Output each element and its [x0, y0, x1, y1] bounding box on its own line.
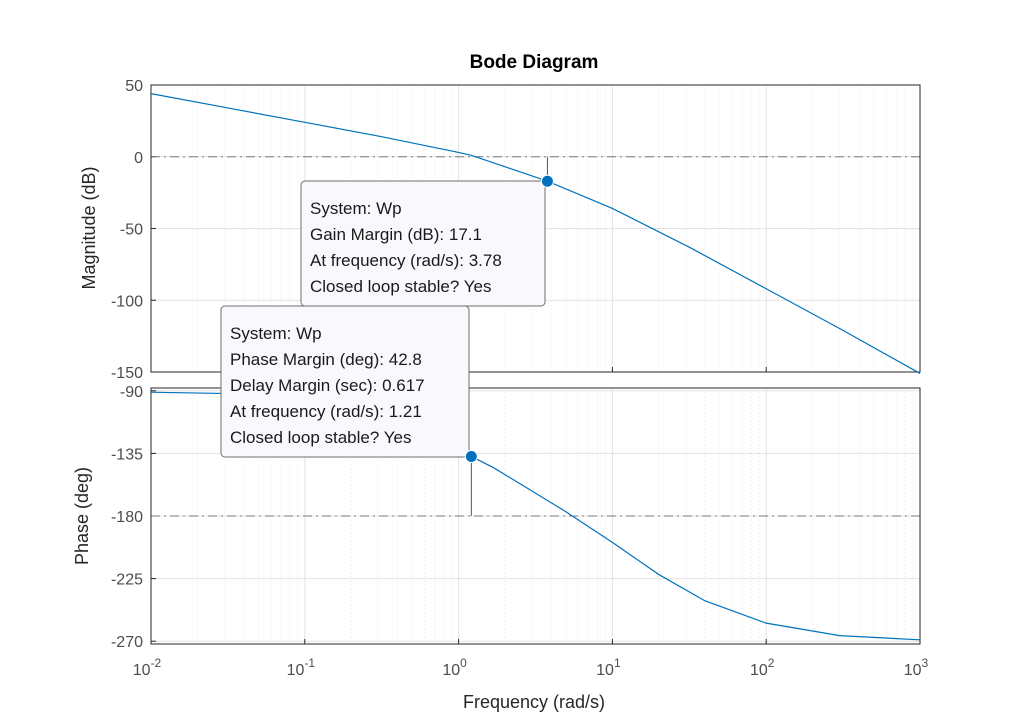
datatip-line: At frequency (rad/s): 3.78: [310, 251, 502, 270]
x-tick-label: 100: [442, 656, 467, 679]
phase-y-tick-label: -135: [111, 446, 143, 463]
x-axis-label: Frequency (rad/s): [463, 692, 605, 712]
margin-marker: [464, 449, 478, 463]
phase-y-tick-label: -225: [111, 572, 143, 589]
phase-y-axis-label: Phase (deg): [72, 467, 92, 565]
magnitude-datatip: System: Wp Gain Margin (dB): 17.1 At frequ…: [300, 156, 554, 307]
x-tick-base: 10: [442, 662, 460, 679]
datatip-line: System: Wp: [230, 324, 322, 343]
x-tick-label: 102: [750, 656, 775, 679]
magnitude-y-tick-label: -50: [120, 222, 143, 239]
magnitude-series-line: [150, 93, 921, 374]
chart-title: Bode Diagram: [470, 52, 599, 73]
magnitude-axes-box: [150, 84, 921, 373]
x-tick-exponent: 2: [768, 656, 775, 670]
x-tick-label: 103: [904, 656, 929, 679]
datatips: System: Wp Gain Margin (dB): 17.1 At frequ…: [220, 156, 554, 516]
magnitude-y-tick-label: 50: [125, 78, 143, 95]
phase-datatip: System: Wp Phase Margin (deg): 42.8 Delay …: [220, 305, 478, 516]
x-tick-label: 101: [596, 656, 621, 679]
x-tick-label: 10-1: [287, 656, 316, 679]
x-tick-base: 10: [750, 662, 768, 679]
margin-marker: [540, 174, 554, 188]
magnitude-y-axis-label: Magnitude (dB): [79, 166, 99, 289]
phase-y-tick-label: -180: [111, 509, 143, 526]
x-tick-base: 10: [904, 662, 922, 679]
datatip-line: Gain Margin (dB): 17.1: [310, 225, 482, 244]
x-tick-labels: 10-2 10-1 100 101 102 103: [133, 656, 929, 679]
magnitude-y-tick-label: -100: [111, 293, 143, 310]
magnitude-y-tick-label: -150: [111, 365, 143, 382]
datatip-line: Closed loop stable? Yes: [230, 428, 411, 447]
datatip-line: At frequency (rad/s): 1.21: [230, 402, 422, 421]
x-tick-base: 10: [133, 662, 151, 679]
datatip-box: [220, 305, 470, 458]
datatip-line: System: Wp: [310, 199, 402, 218]
magnitude-y-tick-label: 0: [134, 150, 143, 167]
phase-y-tick-label: -270: [111, 634, 143, 651]
x-tick-exponent: 1: [614, 656, 621, 670]
phase-y-tick-label: -90: [120, 384, 143, 401]
x-tick-exponent: 3: [922, 656, 929, 670]
phase-panel: -90 -135 -180 -225 -270 Phase (deg): [72, 384, 921, 651]
datatip-line: Delay Margin (sec): 0.617: [230, 376, 425, 395]
x-tick-exponent: -2: [151, 656, 162, 670]
x-tick-exponent: -1: [304, 656, 315, 670]
phase-axes-box: [150, 387, 921, 645]
datatip-line: Closed loop stable? Yes: [310, 277, 491, 296]
x-tick-exponent: 0: [460, 656, 467, 670]
datatip-line: Phase Margin (deg): 42.8: [230, 350, 422, 369]
x-tick-base: 10: [596, 662, 614, 679]
x-tick-base: 10: [287, 662, 305, 679]
x-tick-label: 10-2: [133, 656, 162, 679]
